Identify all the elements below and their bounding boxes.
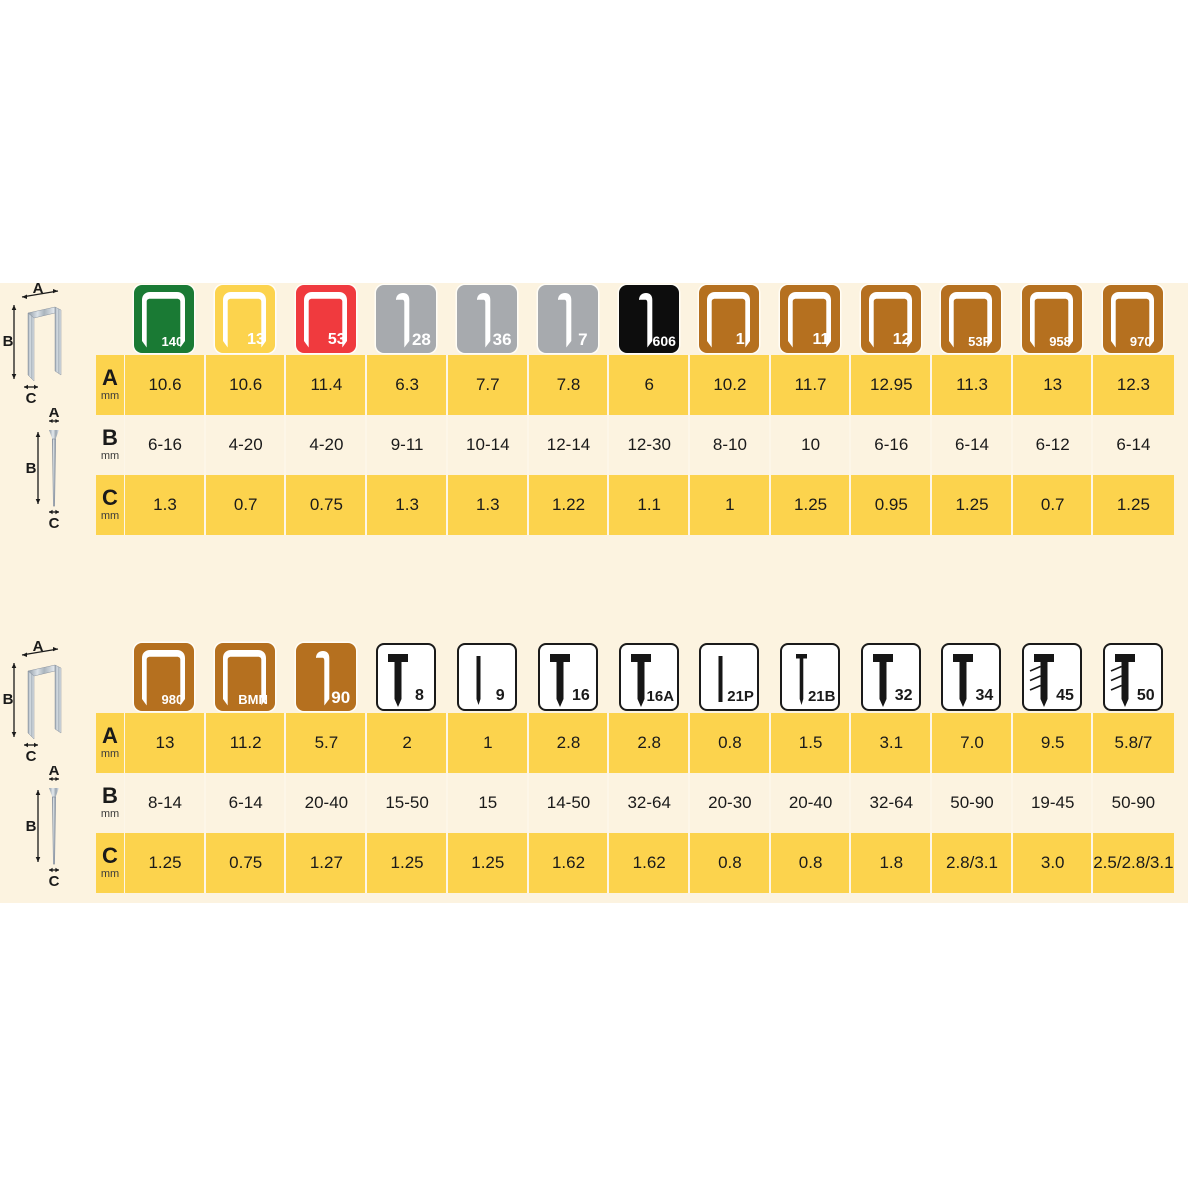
- svg-text:C: C: [26, 748, 37, 765]
- svg-text:C: C: [49, 515, 60, 532]
- svg-text:A: A: [49, 408, 60, 421]
- svg-text:B: B: [3, 333, 14, 350]
- svg-text:B: B: [3, 691, 14, 708]
- svg-text:C: C: [26, 390, 37, 407]
- svg-text:C: C: [49, 873, 60, 890]
- svg-text:A: A: [33, 283, 44, 297]
- svg-text:A: A: [33, 641, 44, 655]
- svg-text:B: B: [26, 460, 37, 477]
- svg-text:A: A: [49, 766, 60, 779]
- svg-text:B: B: [26, 818, 37, 835]
